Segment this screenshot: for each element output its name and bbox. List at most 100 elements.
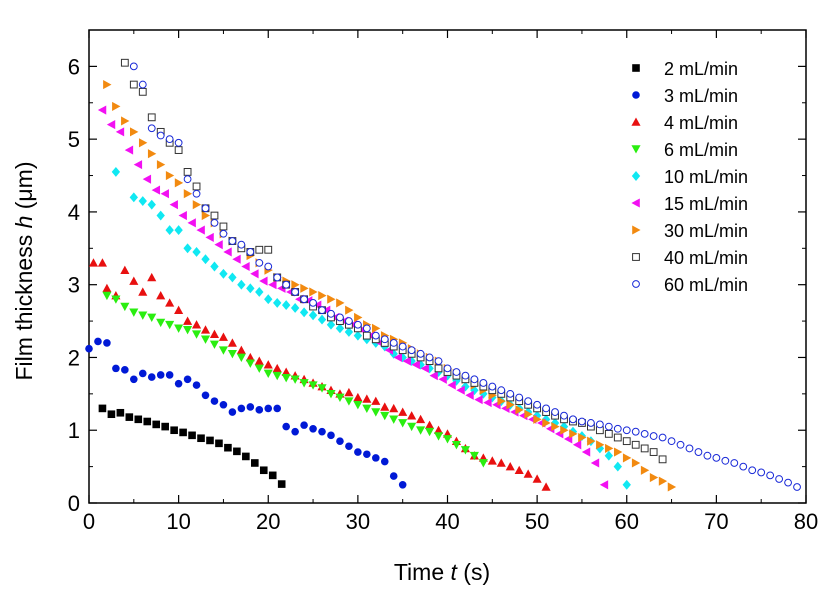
- data-point: [255, 258, 264, 267]
- data-point: [631, 458, 641, 468]
- data-point: [138, 311, 148, 320]
- data-point: [237, 404, 246, 413]
- data-point: [336, 298, 345, 308]
- x-tick-label: 80: [794, 509, 818, 534]
- data-point: [241, 261, 250, 272]
- data-point: [667, 437, 676, 446]
- y-axis-title-prefix: Film thickness: [11, 228, 37, 380]
- data-point: [461, 371, 470, 380]
- data-point: [345, 305, 354, 315]
- data-point: [156, 371, 165, 379]
- data-point: [793, 483, 801, 491]
- data-point: [210, 397, 219, 405]
- data-point: [143, 417, 152, 426]
- data-point: [560, 425, 569, 435]
- legend-label: 30 mL/min: [664, 221, 748, 241]
- data-point: [447, 380, 456, 390]
- data-point: [542, 418, 551, 428]
- data-point: [160, 189, 169, 199]
- data-point: [237, 240, 246, 249]
- y-tick-label: 0: [68, 491, 80, 516]
- plot-axes: 0 10 20 30 40 50 60 70 80 0 1 2 3 4 5 6: [68, 29, 818, 534]
- data-point: [362, 404, 372, 413]
- data-point: [344, 397, 354, 406]
- data-point: [309, 424, 317, 433]
- data-point: [272, 371, 282, 381]
- data-point: [658, 433, 667, 442]
- data-point: [192, 247, 201, 257]
- data-point: [541, 482, 551, 491]
- data-point: [138, 369, 147, 378]
- data-point: [354, 312, 363, 322]
- data-point: [497, 396, 506, 406]
- data-point: [488, 382, 497, 391]
- data-point: [219, 268, 228, 279]
- data-point: [214, 240, 223, 250]
- legend-label: 10 mL/min: [664, 167, 748, 187]
- data-point: [223, 247, 232, 257]
- x-tick-label: 30: [346, 509, 370, 534]
- data-point: [201, 204, 210, 213]
- y-axis-title-suffix: (μm): [11, 161, 37, 215]
- data-point: [640, 444, 649, 453]
- data-point: [393, 352, 403, 363]
- data-point: [748, 466, 757, 475]
- data-point: [398, 407, 408, 416]
- data-point: [604, 450, 614, 461]
- data-point: [245, 352, 255, 362]
- data-point: [389, 339, 398, 347]
- y-tick-label: 3: [68, 273, 80, 298]
- data-point: [134, 415, 143, 424]
- data-point: [353, 320, 362, 329]
- data-point: [569, 429, 578, 439]
- data-point: [425, 353, 434, 362]
- legend-marker: [632, 91, 640, 99]
- data-point: [107, 410, 116, 419]
- data-point: [273, 404, 282, 413]
- data-point: [318, 291, 327, 301]
- data-point: [371, 408, 381, 417]
- data-point: [215, 439, 223, 448]
- data-point: [106, 120, 116, 130]
- data-point: [474, 395, 483, 405]
- data-point: [309, 287, 318, 297]
- data-point: [291, 280, 300, 290]
- data-point: [165, 320, 175, 330]
- data-point: [766, 471, 775, 480]
- data-point: [169, 200, 178, 210]
- data-point: [354, 448, 362, 456]
- data-point: [599, 480, 609, 490]
- data-point: [191, 330, 202, 339]
- data-point: [299, 307, 309, 318]
- data-point: [398, 419, 408, 428]
- data-point: [658, 455, 667, 464]
- data-point: [389, 472, 398, 480]
- data-point: [344, 387, 354, 397]
- data-point: [649, 472, 659, 483]
- data-point: [165, 135, 174, 144]
- data-point: [246, 403, 255, 411]
- data-point: [363, 450, 371, 459]
- data-point: [291, 427, 299, 436]
- data-point: [694, 448, 703, 456]
- data-point: [631, 440, 640, 449]
- data-point: [470, 375, 479, 384]
- x-tick-label: 40: [435, 509, 459, 534]
- data-point: [371, 331, 380, 340]
- y-tick-label: 4: [68, 200, 80, 225]
- data-point: [206, 436, 214, 445]
- data-point: [242, 452, 250, 461]
- data-point: [604, 429, 613, 438]
- data-point: [327, 309, 335, 318]
- data-point: [581, 447, 591, 457]
- data-point: [227, 338, 237, 347]
- data-point: [721, 456, 730, 465]
- data-point: [102, 291, 112, 301]
- legend-item: 40 mL/min: [632, 248, 748, 268]
- data-point: [273, 297, 282, 308]
- data-point: [97, 105, 107, 115]
- data-point: [277, 480, 286, 488]
- data-point: [631, 427, 640, 436]
- data-point: [147, 149, 157, 159]
